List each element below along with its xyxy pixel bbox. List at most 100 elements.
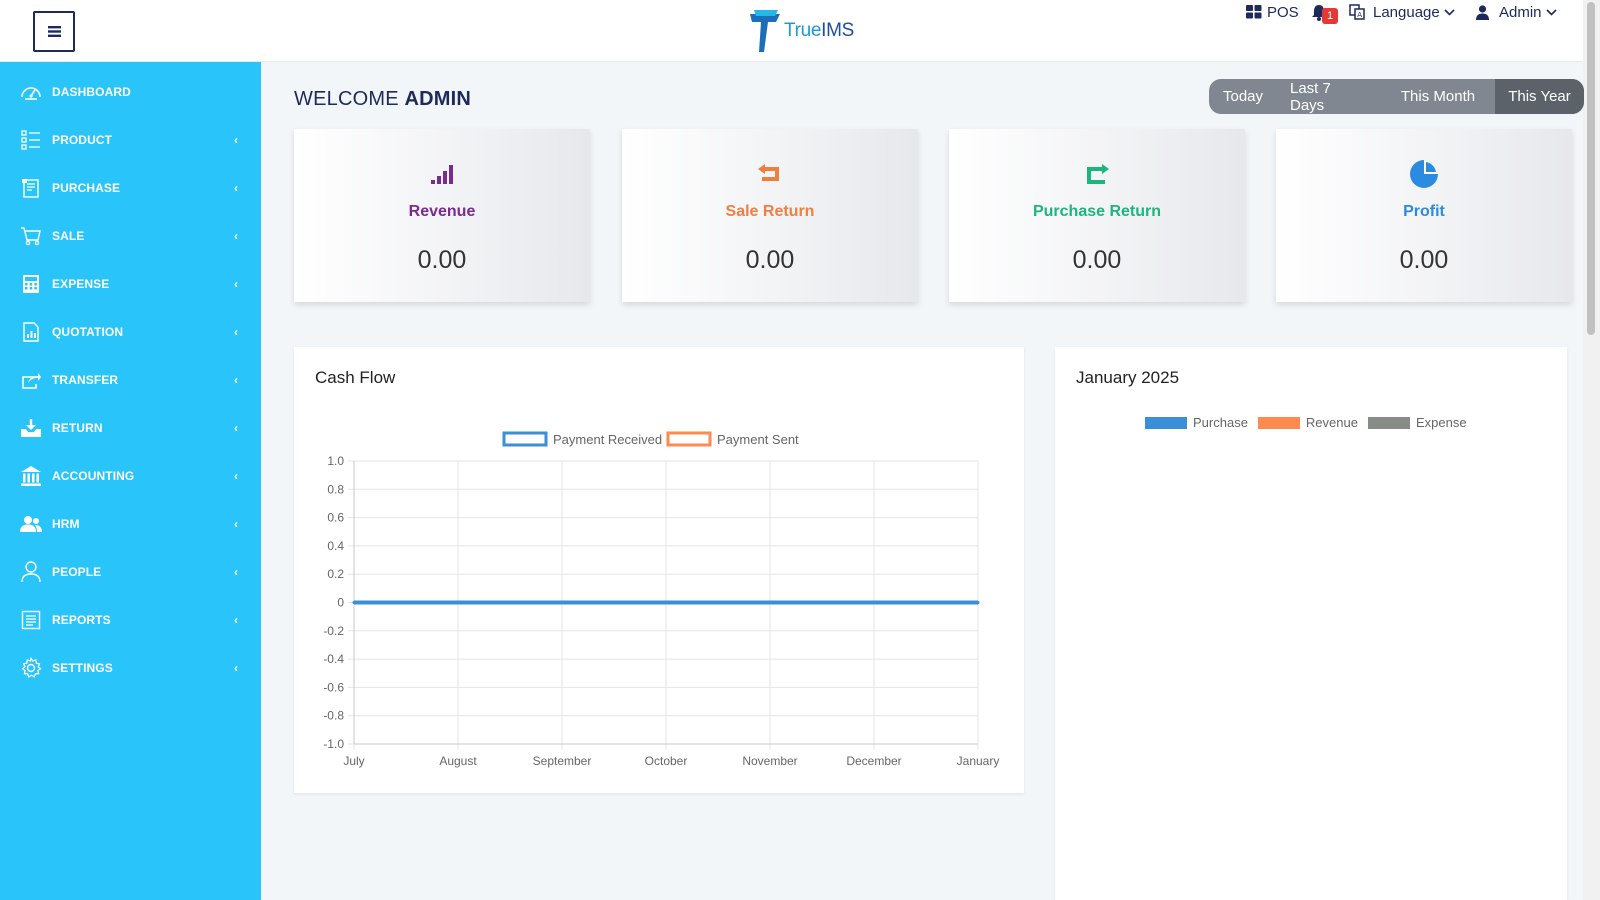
x-tick-label: December	[846, 754, 901, 768]
chevron-left-icon: ‹	[234, 373, 238, 387]
chevron-left-icon: ‹	[234, 421, 238, 435]
data-point	[456, 601, 460, 604]
stat-title: Sale Return	[725, 203, 815, 220]
app-logo[interactable]: TrueIMS	[748, 8, 854, 54]
legend-label: Revenue	[1305, 415, 1358, 430]
chevron-left-icon: ‹	[234, 181, 238, 195]
chevron-left-icon: ‹	[234, 661, 238, 675]
sidebar-item-quotation[interactable]: QUOTATION ‹	[0, 312, 261, 352]
data-point	[872, 601, 876, 604]
signal-bars-icon	[294, 159, 590, 189]
data-point	[976, 601, 980, 604]
stat-title: Profit	[1403, 203, 1445, 220]
data-point	[768, 601, 772, 604]
stat-value: 0.00	[745, 246, 795, 274]
x-tick-label: July	[343, 754, 364, 768]
filter-last-7-days-button[interactable]: Last 7 Days	[1290, 79, 1331, 114]
sidebar-item-settings[interactable]: SETTINGS ‹	[0, 648, 261, 688]
chevron-left-icon: ‹	[234, 517, 238, 531]
welcome-prefix: WELCOME	[294, 88, 399, 110]
monthly-summary-panel: January 2025 Purchase Revenue Expense	[1055, 347, 1567, 900]
logo-mark-icon	[750, 10, 780, 52]
grid-icon	[1246, 5, 1262, 19]
purchase-icon	[20, 177, 42, 199]
language-dropdown[interactable]: A Language	[1349, 0, 1455, 24]
chevron-left-icon: ‹	[234, 229, 238, 243]
scrollbar-thumb[interactable]	[1587, 2, 1595, 335]
sidebar-item-people[interactable]: PEOPLE ‹	[0, 552, 261, 592]
y-tick-label: -0.6	[323, 680, 344, 694]
forward-arrow-icon	[949, 159, 1245, 189]
stat-title: Purchase Return	[1032, 203, 1162, 220]
y-tick-label: 0.4	[327, 539, 344, 553]
filter-today-button[interactable]: Today	[1222, 88, 1264, 105]
chevron-left-icon: ‹	[234, 613, 238, 627]
pos-link[interactable]: POS	[1246, 0, 1299, 24]
sidebar-item-dashboard[interactable]: DASHBOARD	[0, 72, 261, 112]
stat-title: Revenue	[408, 203, 476, 220]
chevron-left-icon: ‹	[234, 133, 238, 147]
data-point	[664, 601, 668, 604]
sidebar-item-label: TRANSFER	[52, 373, 119, 387]
pos-label: POS	[1267, 3, 1299, 21]
y-tick-label: -0.4	[323, 652, 344, 666]
x-tick-label: October	[645, 754, 688, 768]
y-tick-label: -0.2	[323, 624, 344, 638]
user-menu[interactable]: Admin	[1476, 0, 1557, 24]
legend-item-revenue[interactable]: Revenue	[1257, 415, 1358, 430]
sidebar-item-expense[interactable]: EXPENSE ‹	[0, 264, 261, 304]
sidebar-item-label: HRM	[52, 517, 80, 531]
chevron-left-icon: ‹	[234, 565, 238, 579]
sidebar: DASHBOARD PRODUCT ‹ PURCHASE ‹ SALE ‹ EXPENSE ‹ Q…	[0, 62, 261, 900]
sidebar-item-label: EXPENSE	[52, 277, 110, 291]
sidebar-item-reports[interactable]: REPORTS ‹	[0, 600, 261, 640]
legend-item-expense[interactable]: Expense	[1367, 415, 1467, 430]
stat-card-profit: Profit 0.00	[1276, 129, 1572, 302]
filter-this-year-button[interactable]: This Year	[1495, 79, 1584, 114]
sidebar-item-hrm[interactable]: HRM ‹	[0, 504, 261, 544]
welcome-name: ADMIN	[404, 88, 472, 110]
legend-item-purchase[interactable]: Purchase	[1145, 415, 1248, 430]
svg-text:A: A	[1357, 11, 1362, 19]
sidebar-item-label: REPORTS	[52, 613, 111, 627]
hamburger-icon	[47, 26, 61, 37]
monthly-title: January 2025	[1076, 368, 1180, 387]
chevron-left-icon: ‹	[234, 325, 238, 339]
x-tick-label: January	[957, 754, 1000, 768]
y-tick-label: 1.0	[327, 454, 344, 468]
sidebar-item-purchase[interactable]: PURCHASE ‹	[0, 168, 261, 208]
stat-card-purchase-return: Purchase Return 0.00	[949, 129, 1245, 302]
gear-icon	[20, 657, 42, 679]
document-chart-icon	[20, 321, 42, 343]
cashflow-title: Cash Flow	[315, 368, 396, 387]
translate-icon: A	[1349, 4, 1365, 20]
legend-swatch	[1257, 416, 1300, 429]
legend-label: Purchase	[1193, 415, 1248, 430]
logo-text: TrueIMS	[784, 20, 855, 41]
sidebar-item-label: SETTINGS	[52, 661, 113, 675]
date-filter-group: Today Last 7 Days This Month This Year	[1209, 79, 1584, 114]
download-tray-icon	[20, 417, 42, 439]
y-tick-label: -0.8	[323, 709, 344, 723]
filter-this-month-button[interactable]: This Month	[1400, 88, 1476, 105]
sidebar-item-return[interactable]: RETURN ‹	[0, 408, 261, 448]
sidebar-item-label: ACCOUNTING	[52, 469, 135, 483]
sidebar-item-transfer[interactable]: TRANSFER ‹	[0, 360, 261, 400]
y-tick-label: 0.8	[327, 482, 344, 496]
chevron-down-icon	[1545, 8, 1557, 16]
bank-icon	[20, 465, 42, 487]
menu-toggle-button[interactable]	[33, 11, 75, 52]
stat-value: 0.00	[417, 246, 467, 274]
legend-swatch	[502, 431, 548, 447]
y-tick-label: -1.0	[323, 737, 344, 751]
sidebar-item-product[interactable]: PRODUCT ‹	[0, 120, 261, 160]
sidebar-item-sale[interactable]: SALE ‹	[0, 216, 261, 256]
y-tick-label: 0.2	[327, 567, 344, 581]
report-icon	[20, 609, 42, 631]
chevron-left-icon: ‹	[234, 277, 238, 291]
legend-swatch	[666, 431, 712, 447]
sidebar-item-accounting[interactable]: ACCOUNTING ‹	[0, 456, 261, 496]
cart-icon	[20, 225, 42, 247]
stat-value: 0.00	[1399, 246, 1449, 274]
notification-badge: 1	[1322, 8, 1339, 24]
